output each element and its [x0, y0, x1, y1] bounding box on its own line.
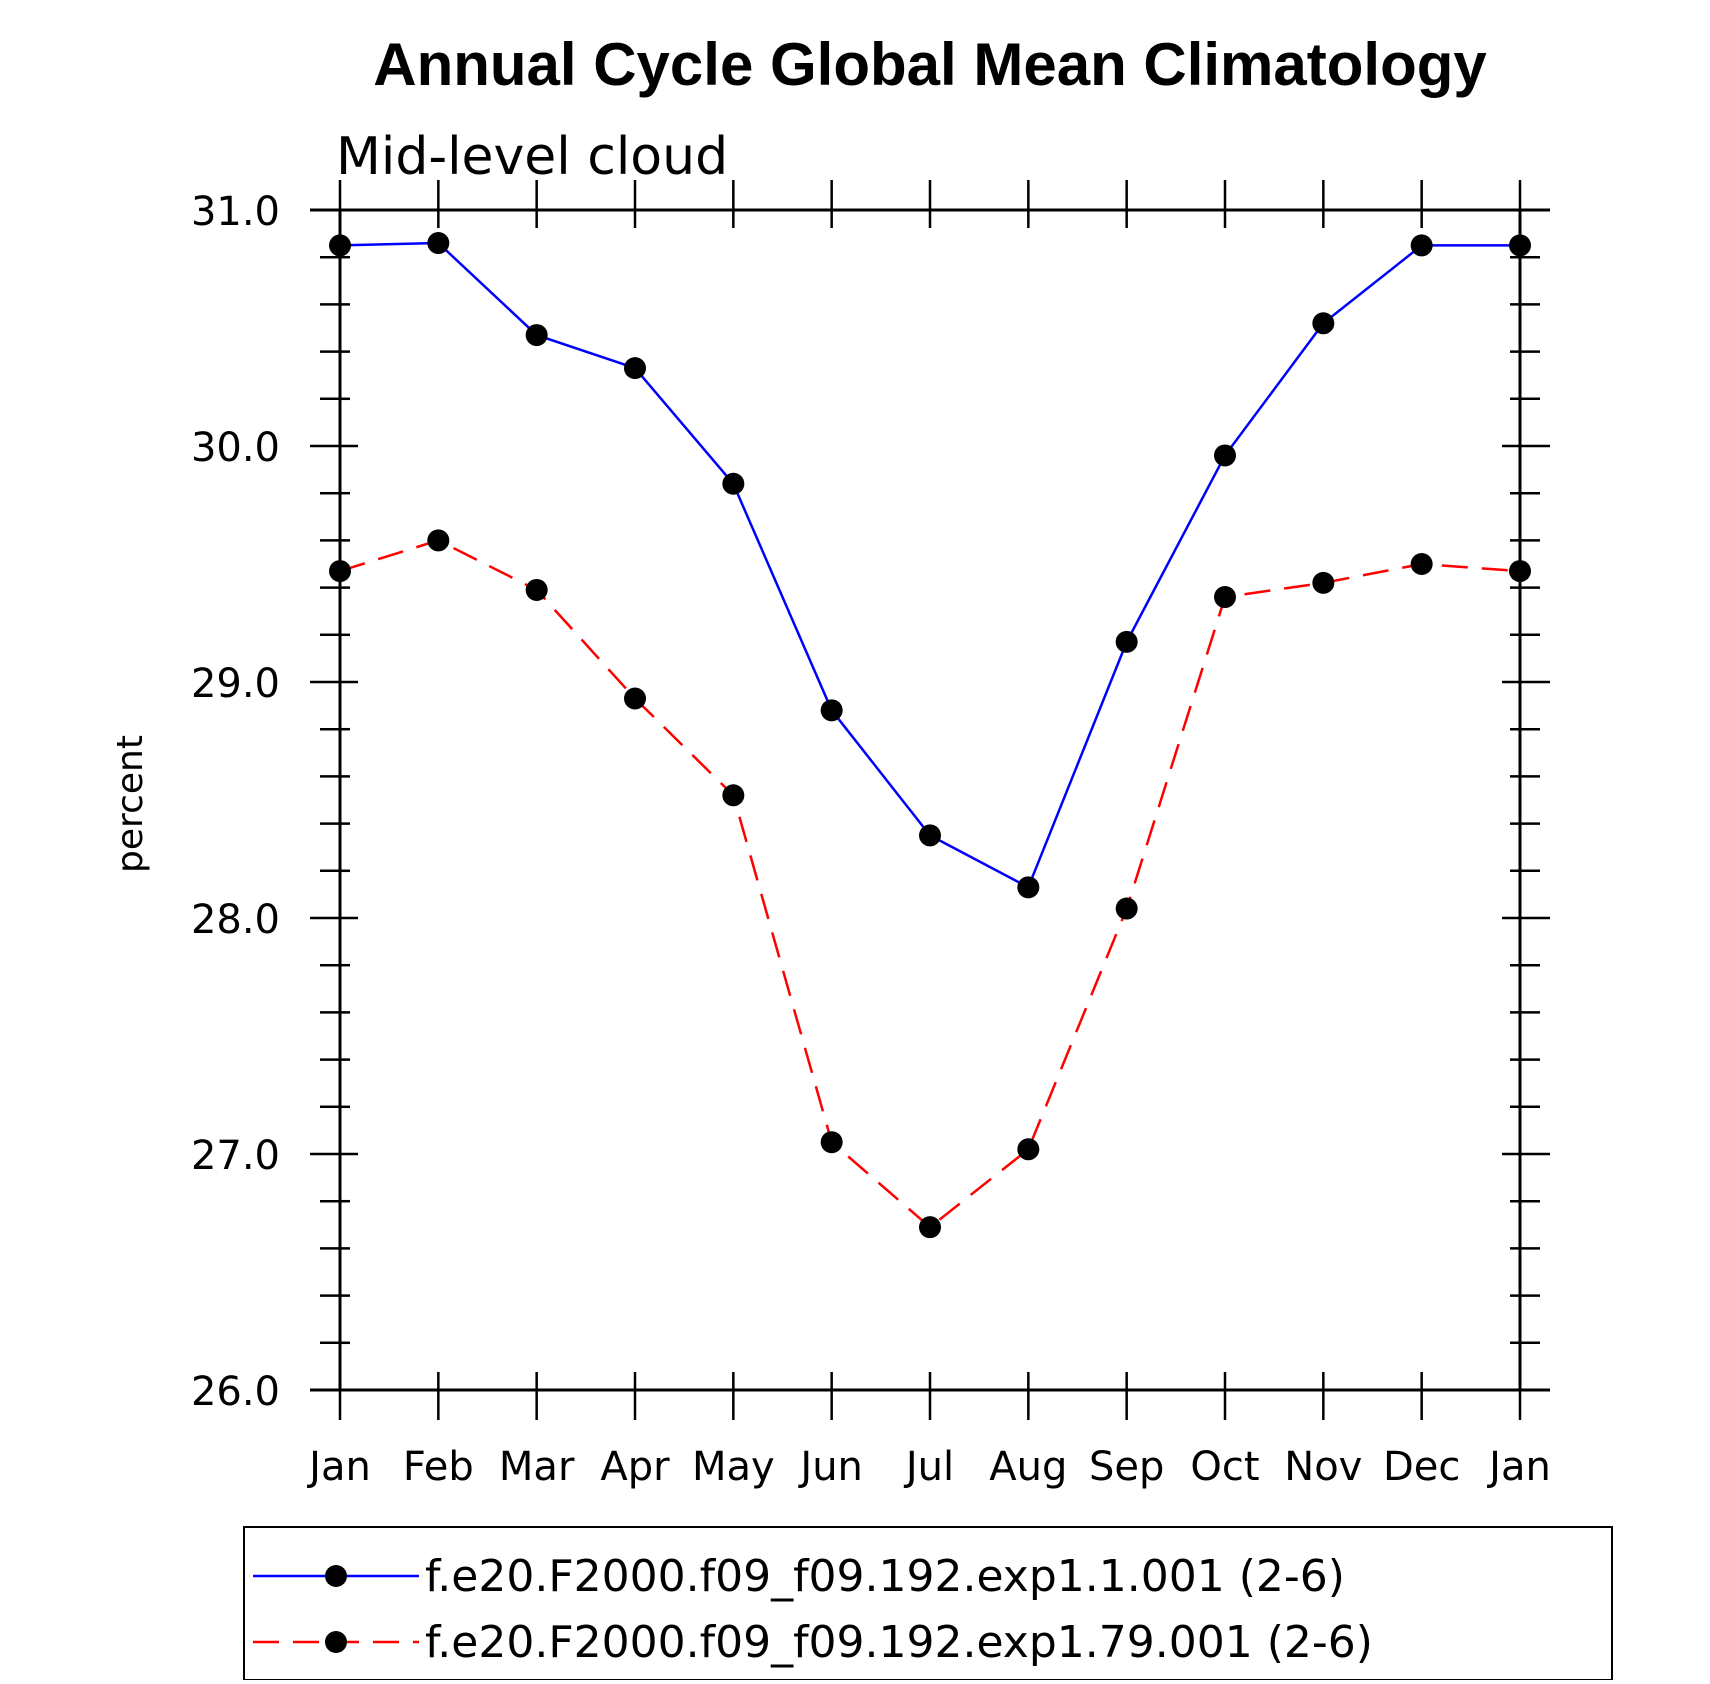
x-tick-label: Nov — [1284, 1444, 1362, 1490]
x-tick-label: Jan — [306, 1444, 371, 1490]
data-point-series-2 — [1312, 571, 1335, 594]
data-point-series-1 — [1410, 234, 1433, 257]
series-line-2 — [339, 539, 1521, 1229]
data-point-series-1 — [427, 232, 450, 255]
axes-layer: 26.0 27.0 28.0 29.0 30.0 31.0 Jan Feb Mar Apr May J… — [191, 180, 1551, 1490]
chart-title: Annual Cycle Global Mean Climatology — [373, 31, 1487, 98]
legend-marker-series-2 — [325, 1631, 347, 1653]
legend-box — [243, 1526, 1613, 1681]
y-tick-label: 28.0 — [191, 897, 280, 943]
data-point-series-1 — [722, 472, 745, 495]
legend: f.e20.F2000.f09_f09.192.exp1.1.001 (2-6)… — [243, 1526, 1613, 1681]
x-tick-label: May — [692, 1444, 775, 1490]
data-point-series-1 — [1115, 630, 1138, 653]
data-point-series-1 — [1312, 312, 1335, 335]
plot-frame — [338, 208, 1522, 1392]
data-point-series-2 — [427, 529, 450, 552]
data-point-series-2 — [1410, 553, 1433, 575]
data-point-series-1 — [919, 824, 941, 847]
series-layer — [329, 232, 1531, 1239]
data-point-series-1 — [820, 699, 843, 722]
data-point-series-2 — [919, 1216, 941, 1239]
data-point-series-1 — [1509, 234, 1531, 257]
x-tick-label: Jan — [1486, 1444, 1551, 1490]
x-tick-label: Mar — [499, 1444, 575, 1490]
x-tick-label: Sep — [1089, 1444, 1164, 1490]
data-point-series-2 — [820, 1131, 843, 1154]
y-tick-label: 27.0 — [191, 1133, 280, 1179]
data-point-series-2 — [1214, 586, 1236, 609]
series-line-1 — [339, 241, 1520, 890]
legend-label-series-1: f.e20.F2000.f09_f09.192.exp1.1.001 (2-6) — [425, 1551, 1345, 1602]
data-point-series-1 — [1214, 444, 1236, 467]
data-point-series-2 — [1017, 1138, 1040, 1161]
x-tick-label: Aug — [989, 1444, 1067, 1490]
data-point-series-2 — [624, 687, 646, 710]
x-tick-label: Jul — [903, 1444, 954, 1490]
data-point-series-2 — [722, 784, 745, 807]
legend-marker-series-1 — [325, 1565, 347, 1587]
chart-subtitle: Mid-level cloud — [336, 127, 728, 187]
y-tick-label: 26.0 — [191, 1369, 280, 1415]
y-tick-label: 31.0 — [191, 189, 280, 235]
x-tick-label: Feb — [403, 1444, 474, 1490]
x-tick-label: Oct — [1190, 1444, 1259, 1490]
data-point-series-1 — [1017, 876, 1040, 899]
data-point-series-1 — [329, 234, 351, 257]
data-point-series-2 — [1115, 897, 1138, 920]
y-tick-label: 30.0 — [191, 425, 280, 471]
legend-label-series-2: f.e20.F2000.f09_f09.192.exp1.79.001 (2-6… — [425, 1617, 1373, 1668]
data-point-series-2 — [329, 560, 351, 583]
x-tick-label: Apr — [600, 1444, 670, 1490]
x-tick-label: Jun — [797, 1444, 863, 1490]
data-point-series-1 — [624, 357, 646, 380]
x-tick-label: Dec — [1383, 1444, 1460, 1490]
data-point-series-2 — [1509, 560, 1531, 583]
data-point-series-1 — [525, 324, 548, 347]
y-axis-label: percent — [110, 735, 151, 873]
y-tick-label: 29.0 — [191, 661, 280, 707]
data-point-series-2 — [525, 578, 548, 601]
